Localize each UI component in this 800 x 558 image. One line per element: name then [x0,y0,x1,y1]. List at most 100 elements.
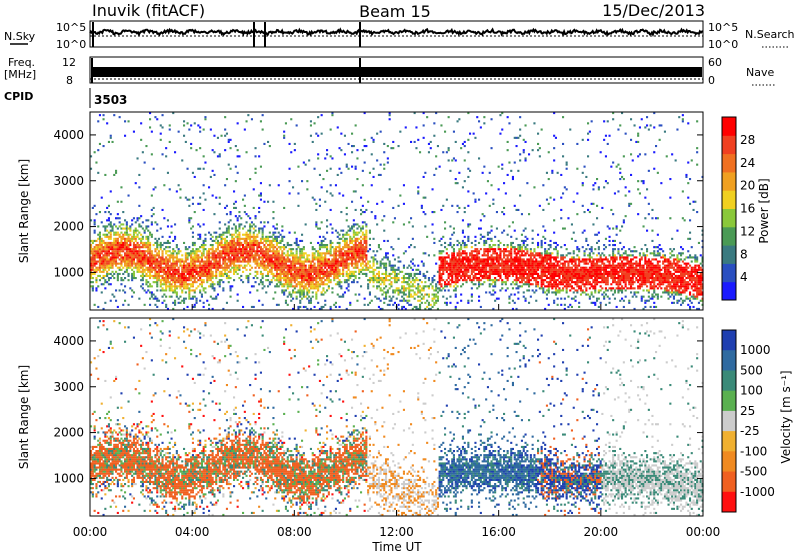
power-cell [149,298,151,300]
power-cell [469,133,471,135]
power-cell [256,277,258,279]
power-cell [321,242,323,244]
power-cell [174,223,176,225]
power-cell [340,287,342,289]
power-cell [113,232,115,234]
power-cell [405,273,407,275]
power-cell [285,261,287,263]
power-cell [128,120,130,122]
power-cell [190,258,192,260]
power-cell [255,258,257,260]
power-cell [124,258,126,260]
power-cell [317,153,319,155]
power-cell [156,242,158,244]
power-cell [287,267,289,269]
power-cell [94,230,96,232]
power-cell [174,261,176,263]
power-cell [192,285,194,287]
power-cell [507,256,509,258]
power-cell [221,271,223,273]
power-cell [346,254,348,256]
power-cell [247,114,249,116]
power-cell [142,273,144,275]
power-cell [176,296,178,298]
power-cell [301,265,303,267]
power-cell [326,277,328,279]
power-cell [263,256,265,258]
power-cell [165,306,167,308]
power-cell [299,240,301,242]
power-cell [226,213,228,215]
power-cell [108,263,110,265]
power-cell [530,256,532,258]
power-cell [530,250,532,252]
power-cell [446,269,448,271]
power-cell [203,129,205,131]
power-cell [203,281,205,283]
power-cell [342,256,344,258]
power-cell [353,275,355,277]
power-cell [124,265,126,267]
power-cell [210,265,212,267]
power-cell [95,277,97,279]
power-cell [322,265,324,267]
power-cell [374,277,376,279]
power-cell [156,289,158,291]
power-cell [342,240,344,242]
power-cell [108,141,110,143]
power-cell [424,213,426,215]
power-cell [464,271,466,273]
power-cell [519,277,521,279]
power-cell [256,254,258,256]
power-cell [376,223,378,225]
power-cell [95,269,97,271]
power-cell [212,273,214,275]
power-cell [394,273,396,275]
power-cell [467,238,469,240]
power-cell [190,254,192,256]
power-cell [185,275,187,277]
power-cell [190,217,192,219]
power-cell [237,250,239,252]
power-cell [237,172,239,174]
power-cell [373,273,375,275]
power-cell [92,289,94,291]
power-cell [514,230,516,232]
power-cell [162,279,164,281]
power-cell [376,285,378,287]
power-cell [278,265,280,267]
power-cell [373,250,375,252]
power-cell [213,289,215,291]
power-cell [346,244,348,246]
power-cell [256,244,258,246]
power-cell [171,232,173,234]
power-cell [151,265,153,267]
power-cell [287,265,289,267]
power-cell [501,232,503,234]
power-cell [249,254,251,256]
power-cell [95,263,97,265]
power-cell [179,263,181,265]
power-cell [242,271,244,273]
power-cell [290,281,292,283]
power-cell [199,283,201,285]
power-cell [349,275,351,277]
power-cell [523,139,525,141]
power-cell [519,129,521,131]
power-cell [331,267,333,269]
power-cell [113,250,115,252]
power-cell [337,273,339,275]
power-cell [335,250,337,252]
power-cell [308,254,310,256]
power-cell [197,203,199,205]
power-cell [480,279,482,281]
power-cell [440,263,442,265]
power-cell [219,155,221,157]
power-cell [187,256,189,258]
power-cell [346,267,348,269]
power-cell [462,256,464,258]
power-cell [469,258,471,260]
power-cell [519,250,521,252]
power-cell [251,221,253,223]
power-cell [99,240,101,242]
